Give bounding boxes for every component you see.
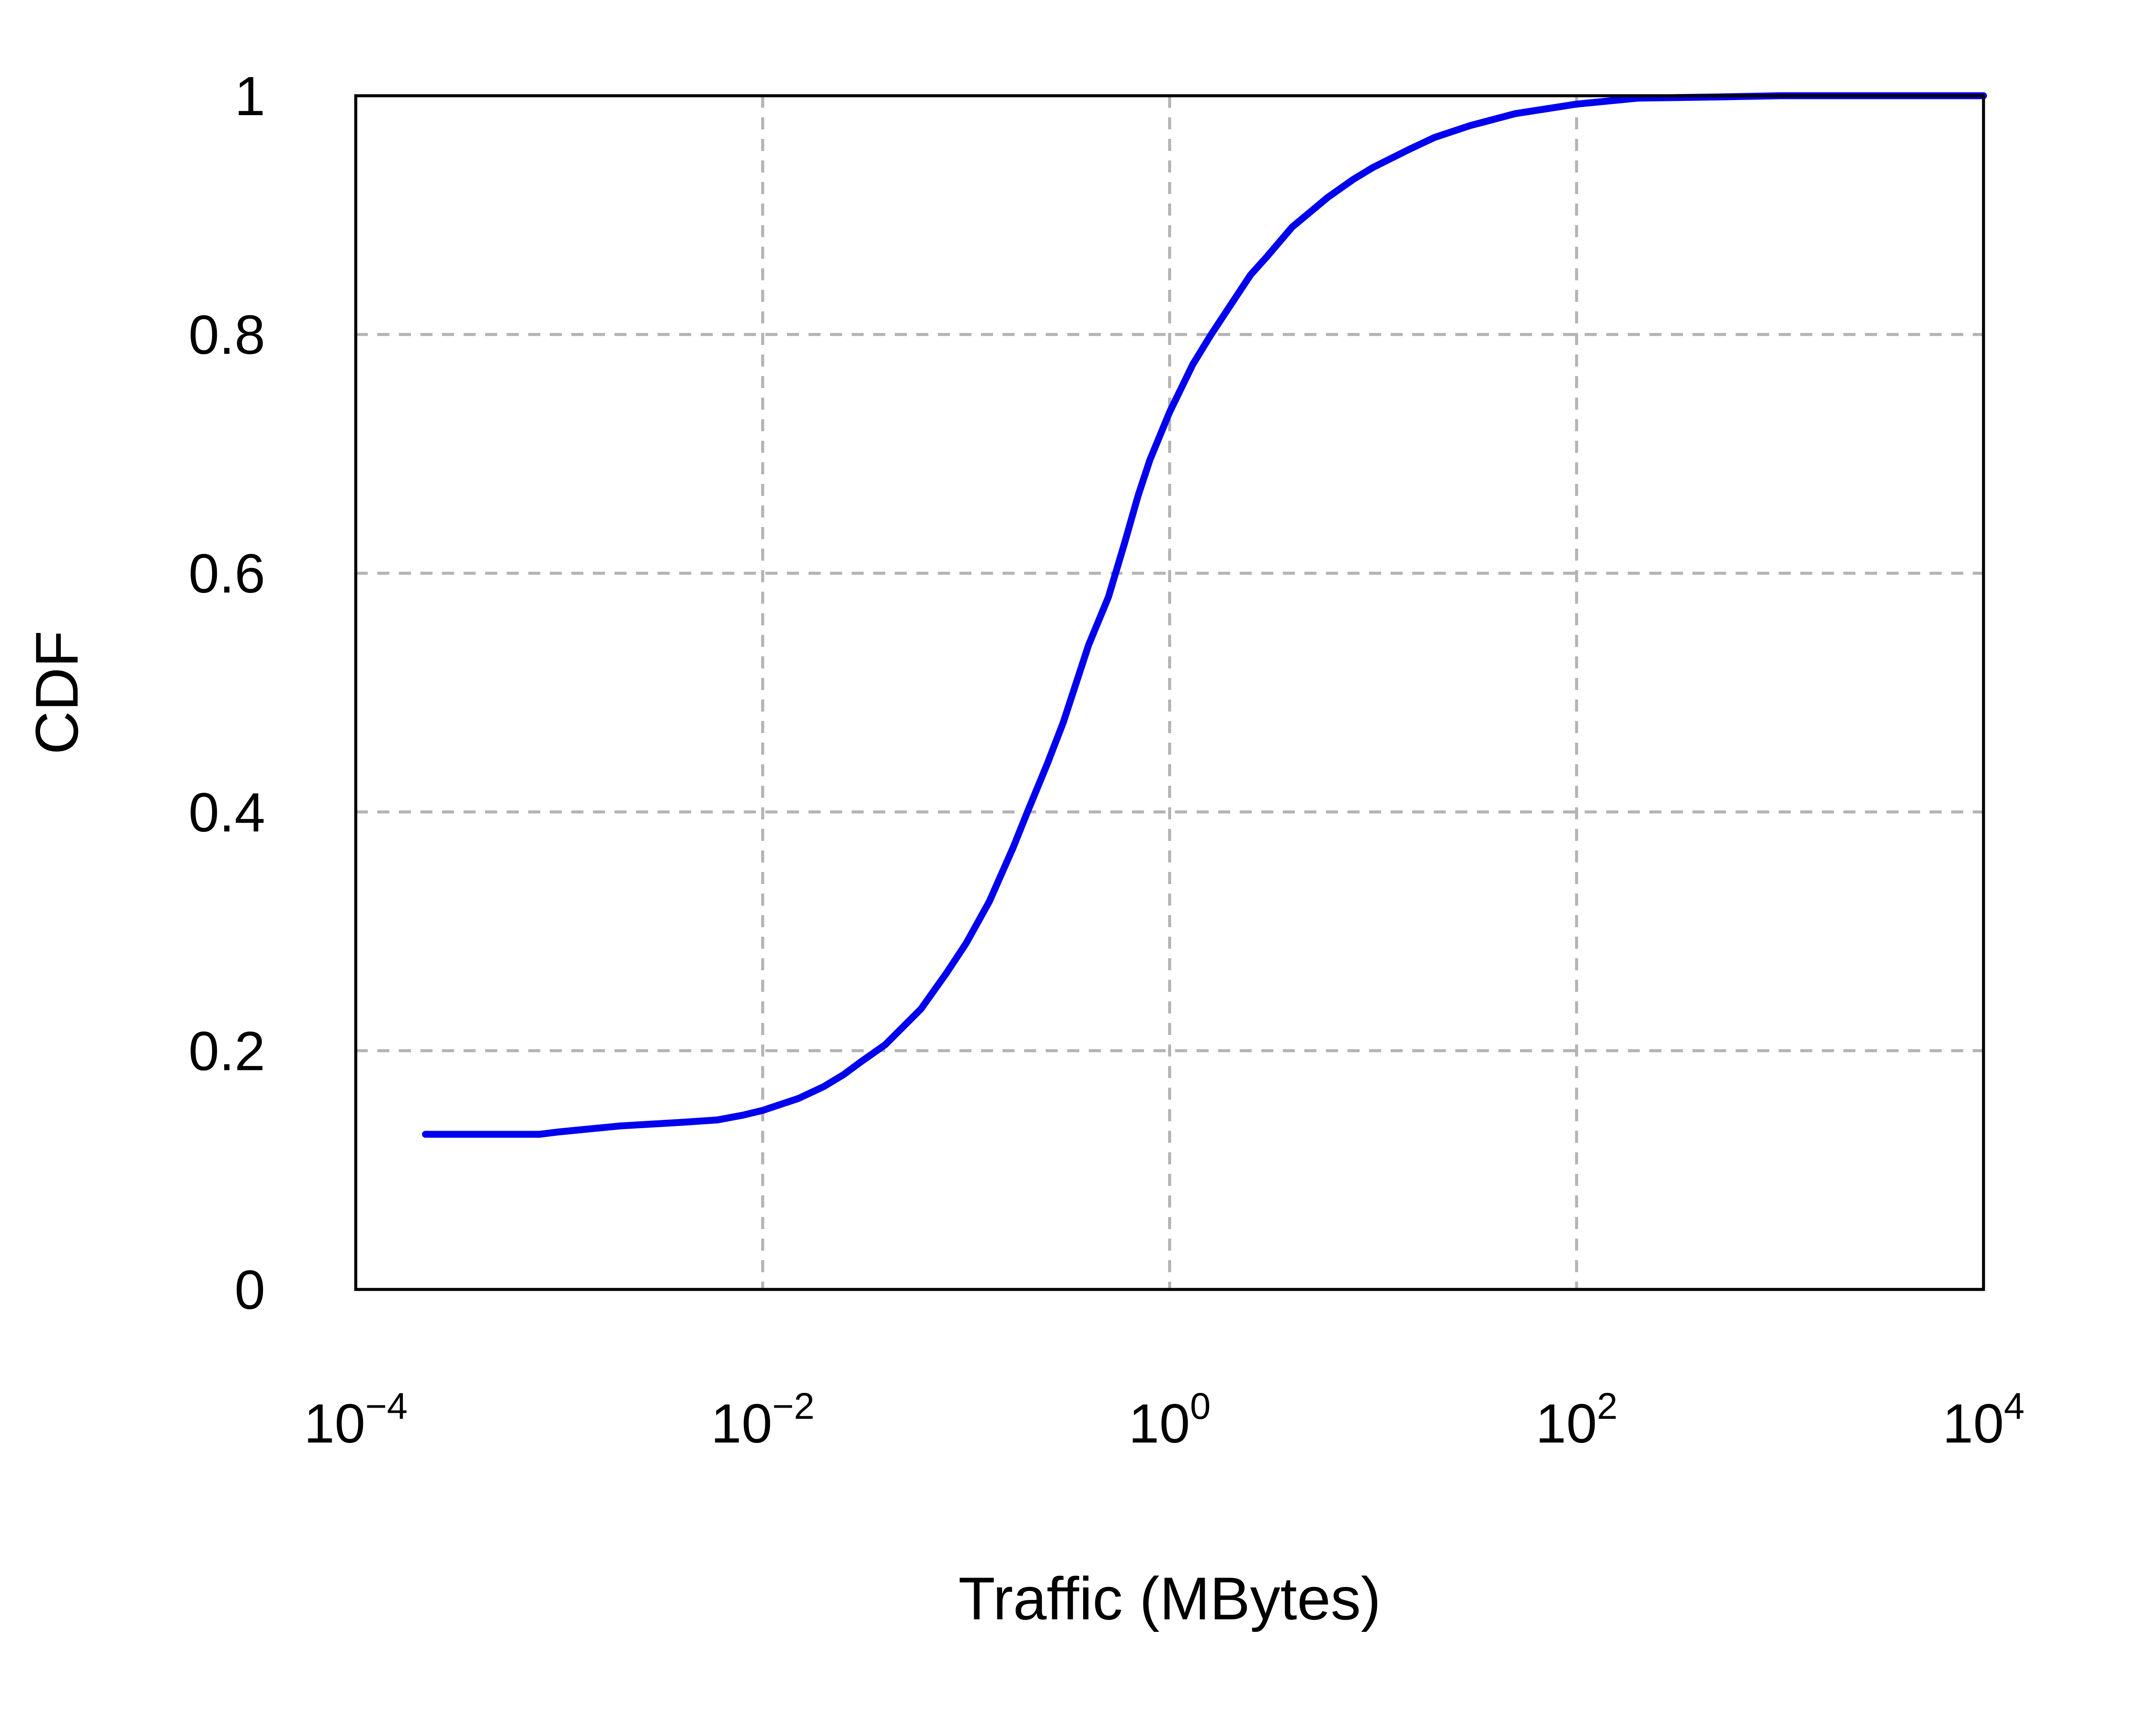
x-tick-label: 100 (1128, 1386, 1210, 1455)
x-tick-label: 102 (1536, 1386, 1617, 1455)
y-tick-label: 0 (235, 1259, 265, 1321)
x-tick-label: 10−2 (711, 1386, 815, 1455)
x-axis-title: Traffic (MBytes) (958, 1565, 1381, 1632)
y-axis-title: CDF (23, 630, 91, 755)
x-tick-labels: 10−4 10−2 100 102 104 (304, 1386, 2024, 1455)
cdf-series-line (422, 92, 1987, 1138)
y-tick-label: 0.8 (188, 304, 265, 366)
y-tick-label: 0.4 (188, 782, 265, 844)
grid-lines (356, 96, 1984, 1289)
y-tick-label: 1 (235, 66, 265, 127)
x-tick-label: 104 (1943, 1386, 2024, 1455)
plot-frame (354, 94, 1985, 1291)
x-tick-label: 10−4 (304, 1386, 407, 1455)
y-tick-label: 0.2 (188, 1020, 265, 1082)
y-tick-labels: 0 0.2 0.4 0.6 0.8 1 (188, 66, 265, 1321)
y-tick-label: 0.6 (188, 543, 265, 605)
plot-lines (422, 92, 1987, 1138)
